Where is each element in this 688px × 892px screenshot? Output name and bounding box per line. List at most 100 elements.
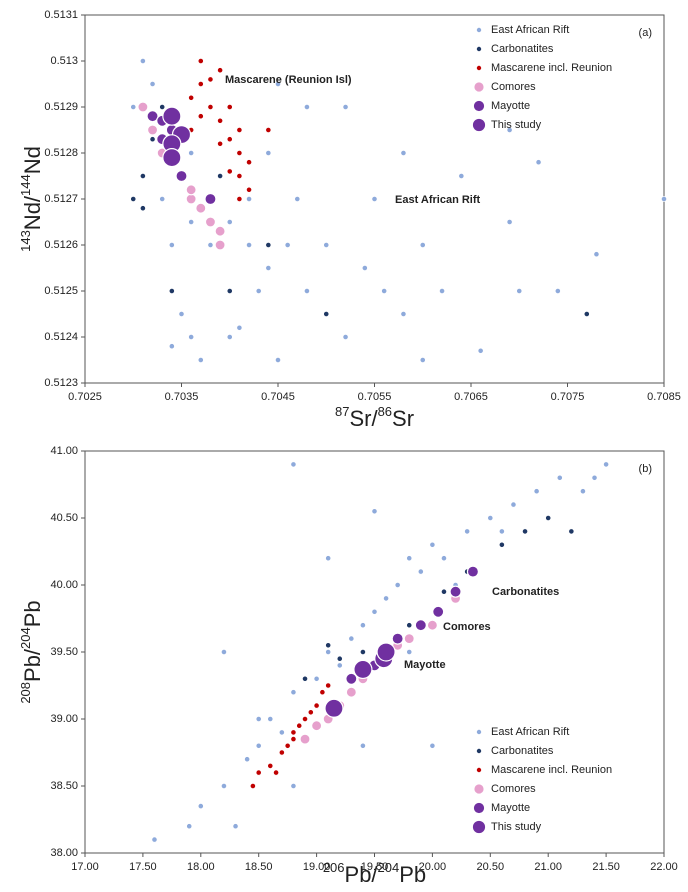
data-point [394,582,401,588]
annotation: Carbonatites [492,586,559,598]
legend-marker [475,767,482,774]
data-point [267,716,274,722]
legend-label: Carbonatites [491,43,554,55]
legend-label: This study [491,821,542,833]
data-point [323,311,330,317]
y-tick-label: 38.50 [50,780,78,792]
data-point [137,101,149,113]
data-point [417,568,424,575]
legend-marker [473,802,485,814]
data-point [336,662,343,669]
data-point [535,159,542,166]
label-superscript: 206 [323,860,345,875]
data-point [516,288,523,294]
data-point [290,461,297,468]
data-point [162,106,182,126]
data-point [360,649,366,655]
legend-label: This study [491,119,542,131]
legend-label: East African Rift [491,24,569,36]
legend-label: Mascarene incl. Reunion [491,764,612,776]
y-tick-label: 39.50 [50,646,78,658]
legend-marker [475,729,482,736]
data-point [419,242,426,248]
data-point [255,716,262,722]
x-tick-label: 21.50 [592,861,620,873]
data-point [498,541,505,548]
data-point [290,783,297,789]
data-point [391,632,404,645]
label-superscript: 204 [378,860,400,875]
data-point [439,288,445,294]
data-point [284,742,291,749]
data-point [207,242,214,248]
data-point [591,474,598,481]
data-point [353,659,373,680]
x-tick-label: 0.7045 [261,391,295,403]
x-axis-label: 87Sr/86Sr [335,404,414,431]
legend-label: Mascarene incl. Reunion [491,62,612,74]
data-point [207,104,214,110]
legend-marker [475,46,482,53]
data-point [275,357,281,363]
label-superscript: 144 [18,174,33,196]
label-text: Sr [392,406,414,431]
data-point [255,769,262,776]
data-point [296,722,303,729]
data-point [217,117,223,124]
data-point [214,239,226,251]
data-point [130,104,137,110]
data-point [533,488,540,495]
data-point [151,836,158,843]
data-point [406,622,413,629]
data-point [376,642,396,662]
data-point [168,242,175,248]
data-point [197,58,204,64]
data-point [313,702,320,709]
data-point [250,783,256,789]
data-point [426,619,438,631]
data-point [236,150,243,156]
data-point [265,150,272,156]
data-point [178,311,185,317]
data-point [226,168,233,175]
legend-marker [475,65,482,72]
label-text: Pb [20,600,45,627]
data-point [275,81,281,87]
data-point [255,288,262,294]
data-point [307,709,314,716]
x-tick-label: 0.7065 [454,391,488,403]
data-point [348,635,355,642]
legend-label: Comores [491,783,536,795]
x-tick-label: 0.7085 [647,391,681,403]
data-point [441,588,447,595]
data-point [217,140,223,147]
data-point [593,251,600,258]
legend-marker [473,783,485,795]
data-point [371,608,378,615]
data-point [188,150,195,156]
x-tick-label: 18.00 [187,861,215,873]
label-superscript: 87 [335,404,349,419]
data-point [255,742,262,749]
x-tick-label: 22.00 [650,861,678,873]
data-point [294,196,301,202]
x-tick-label: 19.50 [361,861,389,873]
data-point [603,461,609,468]
y-tick-label: 0.5123 [44,377,78,389]
data-point [226,104,233,110]
x-tick-label: 18.50 [245,861,273,873]
data-point [429,541,436,548]
data-point [139,173,146,179]
data-point [159,196,166,202]
data-point [464,528,471,535]
data-point [244,756,251,763]
label-text: Pb [399,862,426,887]
data-point [188,334,195,340]
data-point [522,528,528,535]
legend-marker [472,820,486,834]
annotation: Mascarene (Reunion Isl) [225,74,352,86]
data-point [429,742,436,749]
y-tick-label: 0.5128 [44,147,78,159]
data-point [236,324,243,331]
data-point [290,729,297,736]
